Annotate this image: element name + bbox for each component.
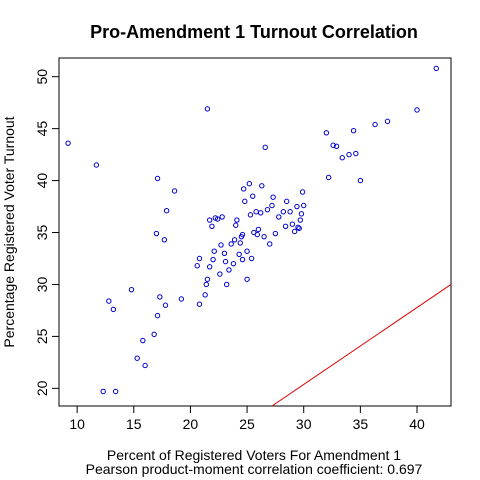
y-tick-label: 40 (34, 173, 50, 189)
x-tick-label: 35 (353, 416, 369, 432)
x-tick-label: 20 (183, 416, 199, 432)
x-tick-label: 40 (409, 416, 425, 432)
x-tick-label: 15 (126, 416, 142, 432)
x-tick-label: 10 (69, 416, 85, 432)
y-tick-label: 50 (34, 69, 50, 85)
x-tick-label: 25 (239, 416, 255, 432)
y-tick-label: 45 (34, 121, 50, 137)
y-axis-label: Percentage Registered Voter Turnout (1, 116, 17, 347)
y-tick-label: 20 (34, 380, 50, 396)
y-tick-label: 25 (34, 328, 50, 344)
y-tick-label: 35 (34, 225, 50, 241)
chart-title: Pro-Amendment 1 Turnout Correlation (90, 22, 418, 42)
y-tick-label: 30 (34, 276, 50, 292)
x-tick-label: 30 (296, 416, 312, 432)
correlation-subtitle: Pearson product-moment correlation coeff… (86, 461, 423, 477)
